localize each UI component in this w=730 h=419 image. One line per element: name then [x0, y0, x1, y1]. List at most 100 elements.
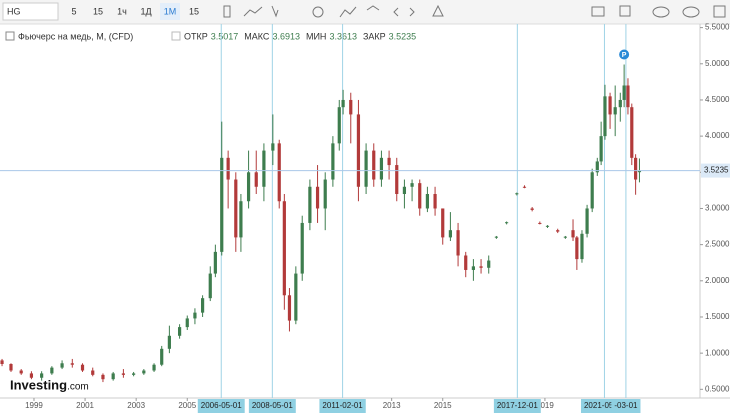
legend-label: ОТКР — [184, 31, 208, 41]
legend-label: МИН — [306, 31, 326, 41]
interval-button[interactable]: 15 — [93, 6, 103, 16]
marker-label: 2008-05-01 — [252, 401, 293, 410]
marker-label-bg — [611, 399, 641, 413]
y-tick-label: 1.0000 — [705, 348, 730, 357]
candle-body — [220, 157, 224, 252]
candle-body — [208, 273, 212, 299]
candle-body — [599, 136, 603, 162]
candle-body — [585, 208, 589, 234]
candle-body — [387, 157, 391, 166]
candle-body — [487, 260, 491, 268]
candle-body — [308, 186, 312, 223]
candle-body — [277, 143, 281, 202]
candle-body — [479, 266, 483, 268]
icon-cloud-save[interactable] — [682, 6, 700, 18]
marker-label: -03-01 — [614, 401, 638, 410]
candle-body — [494, 236, 498, 238]
candle-body — [271, 143, 275, 151]
legend-label: ЗАКР — [363, 31, 386, 41]
icon-undo[interactable] — [393, 7, 399, 17]
candle-body — [40, 373, 44, 378]
icon-candles[interactable] — [223, 5, 231, 18]
logo-brand: Investing — [10, 377, 67, 392]
candle-body — [575, 237, 579, 260]
y-tick-label: 4.5000 — [705, 95, 730, 104]
candle-body — [337, 107, 341, 144]
interval-button[interactable]: 1М — [164, 6, 177, 16]
interval-button[interactable]: 1ч — [117, 6, 127, 16]
symbol-input[interactable] — [2, 2, 59, 21]
candle-body — [637, 170, 642, 173]
candle-body — [433, 194, 437, 209]
x-tick-label: 2015 — [434, 401, 452, 410]
marker-label-bg — [197, 399, 245, 413]
candle-body — [177, 327, 182, 336]
candle-body — [590, 172, 594, 209]
x-tick-label: 2003 — [127, 401, 145, 410]
icon-redo[interactable] — [409, 7, 415, 17]
x-tick-label: 2013 — [383, 401, 401, 410]
candle-body — [456, 230, 460, 256]
y-tick-label: 2.5000 — [705, 240, 730, 249]
toolbar — [0, 0, 730, 24]
candle-body — [505, 222, 509, 224]
marker-label-bg — [319, 399, 366, 413]
icon-settings[interactable] — [312, 6, 324, 18]
interval-button[interactable]: 1Д — [140, 6, 151, 16]
candle-body — [464, 255, 468, 270]
icon-draw[interactable] — [271, 5, 279, 18]
candle-body — [341, 99, 345, 108]
candle-body — [315, 186, 320, 209]
badge-text: P — [622, 52, 627, 59]
candle-body — [425, 194, 430, 209]
interval-button[interactable]: 5 — [71, 6, 76, 16]
legend-value: 3.5235 — [389, 31, 417, 41]
candle-body — [167, 335, 171, 349]
collapse-button[interactable] — [5, 31, 15, 41]
icon-template[interactable] — [619, 5, 631, 17]
y-tick-label: 5.5000 — [705, 23, 730, 32]
candle-body — [160, 348, 164, 365]
candle-body — [101, 374, 105, 380]
legend-button[interactable] — [171, 31, 181, 41]
candle-body — [571, 230, 575, 238]
candle-body — [239, 201, 243, 238]
candle-body — [29, 373, 34, 378]
icon-compare[interactable] — [366, 5, 380, 11]
icon-camera[interactable] — [591, 6, 605, 17]
marker-label: 2011-02-01 — [322, 401, 363, 410]
candle-body — [91, 370, 95, 375]
y-tick-label: 3.0000 — [705, 204, 730, 213]
candle-body — [246, 172, 251, 202]
candle-body — [608, 96, 612, 115]
icon-alert[interactable] — [432, 4, 444, 17]
interval-button[interactable]: 15 — [189, 6, 199, 16]
candle-body — [200, 298, 205, 313]
symbol: HG — [7, 6, 21, 16]
icon-fullscreen[interactable] — [713, 5, 726, 18]
candle-body — [545, 225, 550, 227]
candle-body — [530, 208, 534, 210]
icon-indicators[interactable] — [339, 6, 357, 18]
y-tick-label: 2.0000 — [705, 276, 730, 285]
candle-body — [595, 161, 599, 173]
icon-line[interactable] — [243, 6, 263, 17]
marker-label: 2006-05-01 — [201, 401, 242, 410]
candle-body — [630, 107, 634, 158]
candle-body — [50, 367, 54, 374]
candle-body — [9, 364, 13, 371]
candle-body — [522, 186, 527, 188]
candle-body — [418, 183, 422, 209]
candle-body — [356, 114, 361, 187]
legend-label: МАКС — [244, 31, 270, 41]
icon-cloud-load[interactable] — [652, 6, 670, 18]
candle-body — [395, 165, 399, 194]
candle-body — [193, 312, 197, 319]
y-tick-label: 1.5000 — [705, 312, 730, 321]
candle-body — [323, 179, 327, 209]
interval-active-bg — [160, 3, 180, 20]
candle-body — [372, 150, 376, 180]
badge-circle — [619, 49, 630, 60]
marker-label-bg — [248, 399, 296, 413]
